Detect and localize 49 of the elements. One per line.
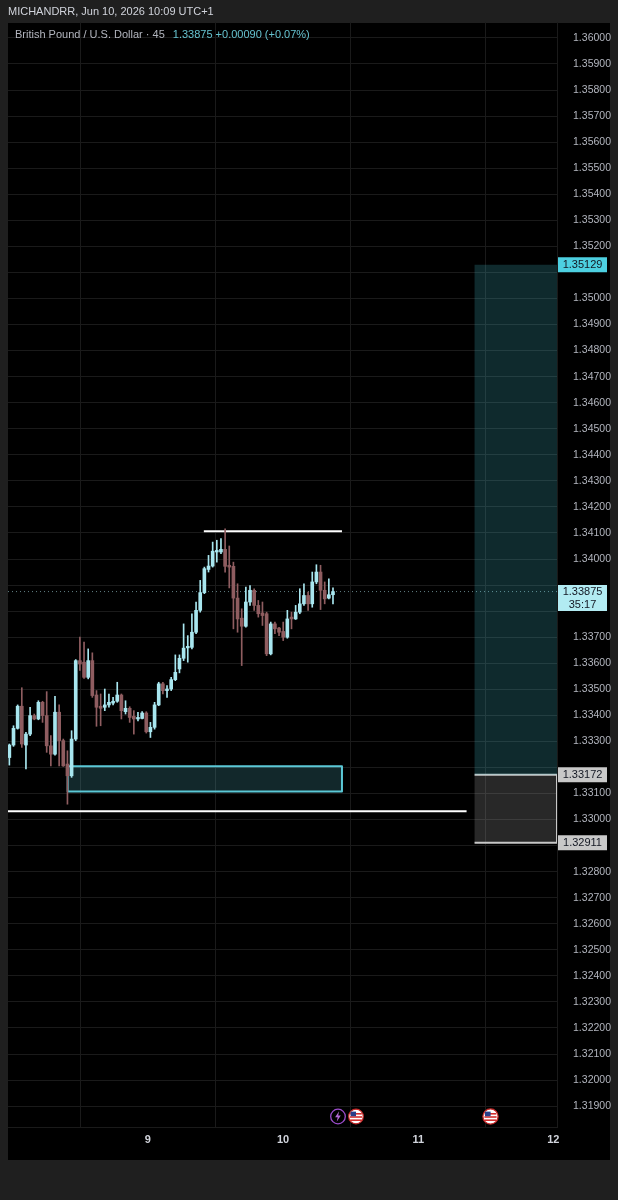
y-tick-label: 1.34800 [573,343,612,356]
y-tick-label: 1.36000 [573,30,612,43]
y-tick-label: 1.34600 [573,395,612,408]
y-tick-label: 1.35400 [573,187,612,200]
y-tick-label: 1.35900 [573,56,612,69]
y-tick-label: 1.32100 [573,1046,612,1059]
y-tick-label: 1.32400 [573,968,612,981]
y-tick-label: 1.35600 [573,135,612,148]
x-tick-label: 12 [547,1132,560,1145]
y-tick-label: 1.32600 [573,916,612,929]
x-tick-label: 11 [412,1132,425,1145]
y-tick-label: 1.33600 [573,656,612,669]
y-tick-label: 1.34100 [573,525,612,538]
y-tick-label: 1.35800 [573,82,612,95]
y-tick-label: 1.35300 [573,213,612,226]
y-tick-label: 1.34500 [573,421,612,434]
text: MICHANDRR, Jun 10, 2026 10:09 UTC+1 [8,5,214,18]
y-tick-label: 1.34000 [573,551,612,564]
text: 1.33875 +0.00090 (+0.07%) [172,28,310,41]
y-tick-label: 1.32300 [573,994,612,1007]
data-label: 1.33172 [562,768,603,781]
y-tick-label: 1.34400 [573,447,612,460]
x-tick-label: 10 [276,1132,290,1145]
x-tick-label: 9 [144,1132,151,1145]
y-tick-label: 1.35000 [573,291,612,304]
text: British Pound / U.S. Dollar · 45 [15,28,165,41]
y-tick-label: 1.33300 [573,734,612,747]
y-tick-label: 1.35700 [573,108,612,121]
y-tick-label: 1.33000 [573,812,612,825]
data-label: 1.35129 [562,258,603,271]
y-tick-label: 1.34900 [573,317,612,330]
ref-line-label: 1.33875 [562,585,603,598]
y-tick-label: 1.34300 [573,473,612,486]
y-tick-label: 1.35500 [573,161,612,174]
y-tick-label: 1.35200 [573,239,612,252]
y-tick-label: 1.32500 [573,942,612,955]
y-tick-label: 1.31900 [573,1099,612,1112]
y-tick-label: 1.34200 [573,499,612,512]
y-tick-label: 1.33400 [573,708,612,721]
y-tick-label: 1.32700 [573,890,612,903]
y-tick-label: 1.33500 [573,682,612,695]
y-tick-label: 1.32200 [573,1020,612,1033]
y-tick-label: 1.34700 [573,369,612,382]
y-tick-label: 1.33700 [573,630,612,643]
y-tick-label: 1.32000 [573,1072,612,1085]
data-label: 1.32911 [563,836,602,849]
text: 35:17 [568,598,597,611]
y-tick-label: 1.32800 [573,864,612,877]
y-tick-label: 1.33100 [573,786,612,799]
